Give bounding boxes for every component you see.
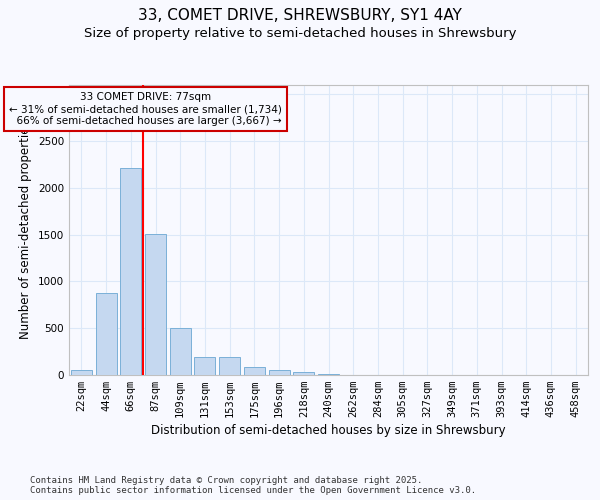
Bar <box>269 370 290 375</box>
Bar <box>244 366 265 375</box>
Bar <box>293 372 314 375</box>
Text: 33, COMET DRIVE, SHREWSBURY, SY1 4AY: 33, COMET DRIVE, SHREWSBURY, SY1 4AY <box>138 8 462 22</box>
Text: 33 COMET DRIVE: 77sqm
← 31% of semi-detached houses are smaller (1,734)
  66% of: 33 COMET DRIVE: 77sqm ← 31% of semi-deta… <box>9 92 282 126</box>
Text: Size of property relative to semi-detached houses in Shrewsbury: Size of property relative to semi-detach… <box>84 28 516 40</box>
Bar <box>95 292 116 375</box>
Bar <box>120 168 141 375</box>
Y-axis label: Number of semi-detached properties: Number of semi-detached properties <box>19 120 32 340</box>
Bar <box>145 234 166 375</box>
Bar <box>71 370 92 375</box>
Bar <box>194 357 215 375</box>
Bar <box>219 357 240 375</box>
X-axis label: Distribution of semi-detached houses by size in Shrewsbury: Distribution of semi-detached houses by … <box>151 424 506 438</box>
Text: Contains HM Land Registry data © Crown copyright and database right 2025.
Contai: Contains HM Land Registry data © Crown c… <box>30 476 476 495</box>
Bar <box>318 374 339 375</box>
Bar <box>170 328 191 375</box>
